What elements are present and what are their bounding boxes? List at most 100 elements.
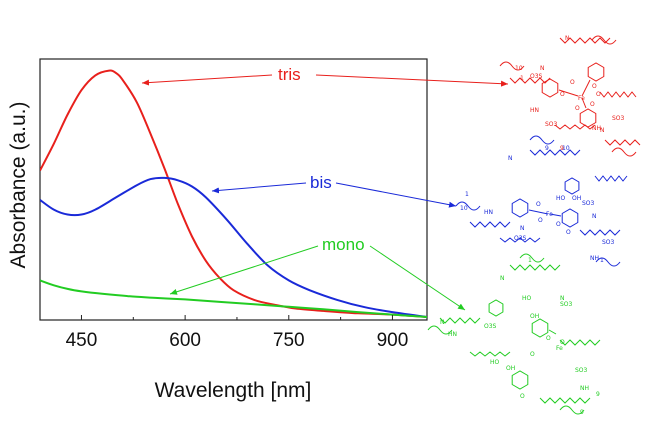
structure-label: O [538, 217, 543, 224]
chain [559, 405, 585, 415]
structure-label: SO3 [582, 200, 595, 207]
ring [561, 208, 579, 228]
structure-label: N [508, 155, 513, 162]
x-tick-label-900: 900 [377, 330, 409, 351]
structure-label: 9 [580, 409, 584, 416]
structure-label: O [560, 91, 565, 98]
chain [469, 221, 511, 228]
ring [587, 62, 605, 82]
structure-label: HN [530, 107, 539, 114]
chain [599, 91, 637, 98]
chain [604, 139, 641, 146]
structure-label: O [536, 201, 541, 208]
annotation-tris: tris [278, 65, 301, 84]
x-tick-label-600: 600 [169, 330, 201, 351]
structure-label: N [540, 65, 545, 72]
chain [539, 397, 591, 404]
structure-label: 1 [520, 75, 524, 82]
arrow-tris-to-curve [141, 74, 273, 86]
structure-label: Fe [556, 345, 563, 352]
structure-label: O [560, 339, 565, 346]
arrow-tris-to-structure [315, 74, 509, 87]
structure-label: NH [592, 125, 601, 132]
ring [531, 318, 549, 338]
structure-label: HO [490, 359, 500, 366]
chain [579, 229, 621, 236]
bond [549, 213, 562, 217]
chain [559, 339, 601, 346]
structure-label: SO3 [560, 301, 573, 308]
structure-label: OH [530, 313, 539, 320]
chain [611, 147, 637, 157]
structure-label: O [592, 83, 597, 90]
structure-label: 10 [515, 65, 523, 72]
structure-label: Fe [546, 211, 553, 218]
structure-label: N [565, 35, 570, 42]
structure-label: O [556, 221, 561, 228]
structure-label: O [546, 335, 551, 342]
chain [559, 37, 611, 44]
structure-label: O [566, 229, 571, 236]
structure-label: N [560, 295, 565, 302]
y-axis-title: Absorbance (a.u.) [7, 102, 30, 269]
structure-label: 9 [560, 145, 564, 152]
ring [488, 299, 504, 317]
series-layer [40, 69, 427, 318]
arrow-mono-to-curve [169, 245, 319, 295]
structure-label: OH [572, 195, 581, 202]
arrow-mono-to-structure [369, 245, 466, 311]
chain [499, 237, 541, 243]
structure-label: O3S [484, 323, 497, 330]
structure-label: O [520, 393, 525, 400]
series-line-tris [40, 69, 427, 318]
ring [511, 370, 529, 390]
structure-label: N [440, 319, 445, 326]
bond [581, 79, 591, 97]
structure-label: SO3 [575, 367, 588, 374]
structure-label: 1 [465, 191, 469, 198]
bond [548, 329, 557, 335]
structure-label: HO [522, 295, 532, 302]
structure-label: N [500, 275, 505, 282]
structure-label: O3S [514, 235, 527, 242]
chain [455, 201, 481, 211]
structure-label: NH [590, 255, 599, 262]
chain [595, 257, 621, 267]
x-tick-label-450: 450 [66, 330, 98, 351]
bond [528, 209, 549, 215]
arrow-bis-to-structure [335, 182, 457, 208]
structure-label: O3S [530, 73, 543, 80]
structure-label: N [600, 127, 605, 134]
chain [509, 77, 551, 84]
series-line-bis [40, 176, 427, 318]
structure-label: 9 [545, 145, 549, 152]
series-line-mono [40, 279, 427, 318]
x-axis-title: Wavelength [nm] [155, 379, 312, 402]
structure-label: 1 [528, 257, 532, 264]
structure-label: O [596, 91, 601, 98]
structure-label: O [570, 79, 575, 86]
ring [541, 78, 559, 98]
structure-label: 10 [460, 205, 468, 212]
chain [594, 175, 628, 182]
chain [509, 264, 561, 271]
chain [529, 149, 581, 156]
structure-label: HN [448, 331, 457, 338]
structure-label: O [575, 105, 580, 112]
structure-label: 9 [596, 391, 600, 398]
arrow-bis-to-curve [211, 182, 307, 194]
chain [529, 135, 555, 145]
annotation-bis: bis [310, 173, 332, 192]
chain [439, 317, 481, 324]
annotation-mono: mono [322, 235, 365, 254]
x-tick-label-750: 750 [273, 330, 305, 351]
chain [554, 124, 596, 130]
structure-label: SO3 [612, 115, 625, 122]
chain [427, 325, 453, 335]
structure-label: NH [580, 385, 589, 392]
structure-label: O [530, 351, 535, 358]
